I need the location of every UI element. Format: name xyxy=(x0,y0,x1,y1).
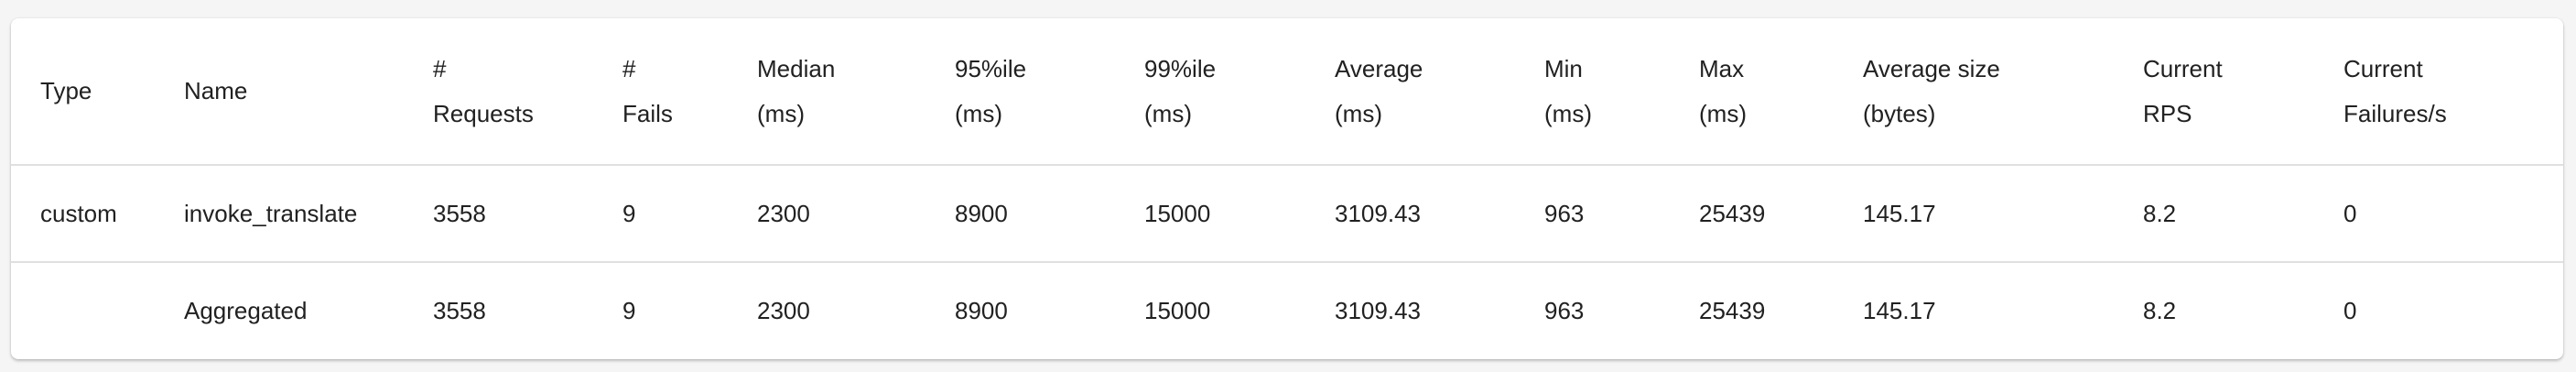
column-header-label: # xyxy=(622,54,636,82)
cell-p99: 15000 xyxy=(1115,165,1305,263)
column-header-label: Current xyxy=(2343,54,2423,82)
column-header-label: (bytes) xyxy=(1863,99,1936,127)
column-header-label: (ms) xyxy=(1144,99,1192,127)
column-header-requests[interactable]: # Requests xyxy=(404,18,593,166)
column-header-label: (ms) xyxy=(1335,99,1382,127)
column-header-label: Failures/s xyxy=(2343,99,2447,127)
column-header-p95[interactable]: 95%ile (ms) xyxy=(925,18,1115,166)
cell-max: 25439 xyxy=(1699,297,1766,324)
cell-requests: 3558 xyxy=(433,297,486,324)
column-header-label: (ms) xyxy=(757,99,805,127)
stats-table: Type Name # Requests # Fails Median (ms) 95%ile (… xyxy=(11,18,2563,359)
column-header-label: Max xyxy=(1699,54,1745,82)
cell-p95: 8900 xyxy=(925,165,1115,263)
column-header-max[interactable]: Max (ms) xyxy=(1670,18,1834,166)
cell-rps: 8.2 xyxy=(2114,165,2314,263)
column-header-median[interactable]: Median (ms) xyxy=(728,18,925,166)
cell-requests: 3558 xyxy=(404,165,593,263)
cell-median: 2300 xyxy=(728,165,925,263)
column-header-label: Median xyxy=(757,54,836,82)
cell-min: 963 xyxy=(1544,297,1585,324)
table-body: custom invoke_translate 3558 9 2300 8900 15000… xyxy=(11,165,2563,359)
cell-p99: 15000 xyxy=(1144,297,1211,324)
column-header-average[interactable]: Average (ms) xyxy=(1305,18,1515,166)
cell-type xyxy=(11,262,155,359)
cell-type: custom xyxy=(11,165,155,263)
cell-failures-s: 0 xyxy=(2314,165,2563,263)
column-header-name[interactable]: Name xyxy=(155,18,404,166)
cell-average: 3109.43 xyxy=(1305,165,1515,263)
cell-avg-size: 145.17 xyxy=(1834,165,2114,263)
cell-median: 2300 xyxy=(757,297,810,324)
cell-min: 963 xyxy=(1515,165,1670,263)
cell-rps: 8.2 xyxy=(2143,297,2177,324)
cell-max: 25439 xyxy=(1670,165,1834,263)
cell-name: Aggregated xyxy=(184,297,308,324)
column-header-avg-size[interactable]: Average size (bytes) xyxy=(1834,18,2114,166)
column-header-label: Current xyxy=(2143,54,2223,82)
column-header-failures-s[interactable]: Current Failures/s xyxy=(2314,18,2563,166)
column-header-fails[interactable]: # Fails xyxy=(593,18,728,166)
column-header-label: 99%ile xyxy=(1144,54,1217,82)
column-header-label: Requests xyxy=(433,99,534,127)
column-header-label: Fails xyxy=(622,99,673,127)
column-header-label: Average size xyxy=(1863,54,2000,82)
cell-failures-s: 0 xyxy=(2343,297,2357,324)
cell-fails: 9 xyxy=(593,165,728,263)
table-row: Aggregated 3558 9 2300 8900 15000 3109.43 963 25… xyxy=(11,262,2563,359)
column-header-label: Name xyxy=(184,77,248,104)
column-header-label: 95%ile xyxy=(955,54,1027,82)
cell-p95: 8900 xyxy=(955,297,1008,324)
cell-average: 3109.43 xyxy=(1335,297,1421,324)
column-header-type[interactable]: Type xyxy=(11,18,155,166)
column-header-label: (ms) xyxy=(1544,99,1592,127)
cell-name: invoke_translate xyxy=(155,165,404,263)
column-header-min[interactable]: Min (ms) xyxy=(1515,18,1670,166)
column-header-label: (ms) xyxy=(1699,99,1747,127)
column-header-p99[interactable]: 99%ile (ms) xyxy=(1115,18,1305,166)
cell-fails: 9 xyxy=(622,297,636,324)
table-header: Type Name # Requests # Fails Median (ms) 95%ile (… xyxy=(11,18,2563,166)
column-header-rps[interactable]: Current RPS xyxy=(2114,18,2314,166)
cell-avg-size: 145.17 xyxy=(1863,297,1936,324)
column-header-label: RPS xyxy=(2143,99,2192,127)
stats-table-card: Type Name # Requests # Fails Median (ms) 95%ile (… xyxy=(11,18,2563,359)
table-row: custom invoke_translate 3558 9 2300 8900 15000… xyxy=(11,165,2563,263)
column-header-label: (ms) xyxy=(955,99,1002,127)
column-header-label: # xyxy=(433,54,447,82)
column-header-label: Min xyxy=(1544,54,1583,82)
column-header-label: Average xyxy=(1335,54,1423,82)
column-header-label: Type xyxy=(40,77,92,104)
header-row: Type Name # Requests # Fails Median (ms) 95%ile (… xyxy=(11,18,2563,166)
